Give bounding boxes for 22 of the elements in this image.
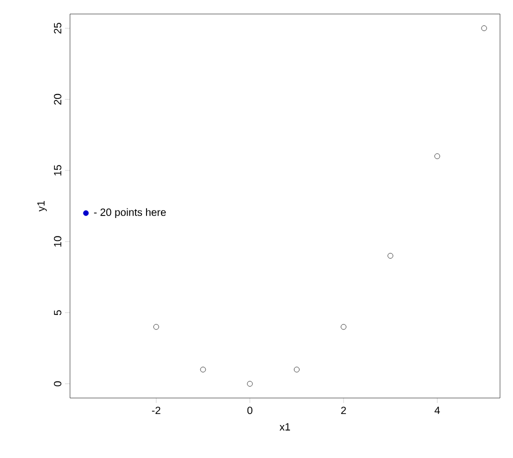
x-tick-label: -2 (152, 406, 160, 414)
point (340, 324, 346, 330)
point (153, 324, 159, 330)
point (481, 25, 487, 32)
point (200, 366, 206, 372)
y-axis-title: y1 (37, 200, 47, 212)
y-tick-label: 20 (54, 94, 62, 105)
point (83, 210, 89, 216)
point (247, 380, 253, 387)
x-tick-label: 4 (434, 406, 440, 414)
x-axis-title: x1 (280, 423, 290, 430)
y-tick-label: 25 (54, 22, 62, 34)
y-tick-label: 5 (54, 310, 62, 316)
y-tick-label: 10 (54, 236, 62, 247)
point (294, 366, 300, 372)
y-tick-label: 15 (54, 165, 62, 176)
annotation: - 20 points here (94, 208, 166, 218)
point (434, 153, 440, 160)
x-tick-label: 2 (341, 406, 346, 414)
point (388, 252, 394, 259)
x-tick-label: 0 (247, 406, 252, 414)
y-tick-label: 0 (54, 381, 62, 386)
